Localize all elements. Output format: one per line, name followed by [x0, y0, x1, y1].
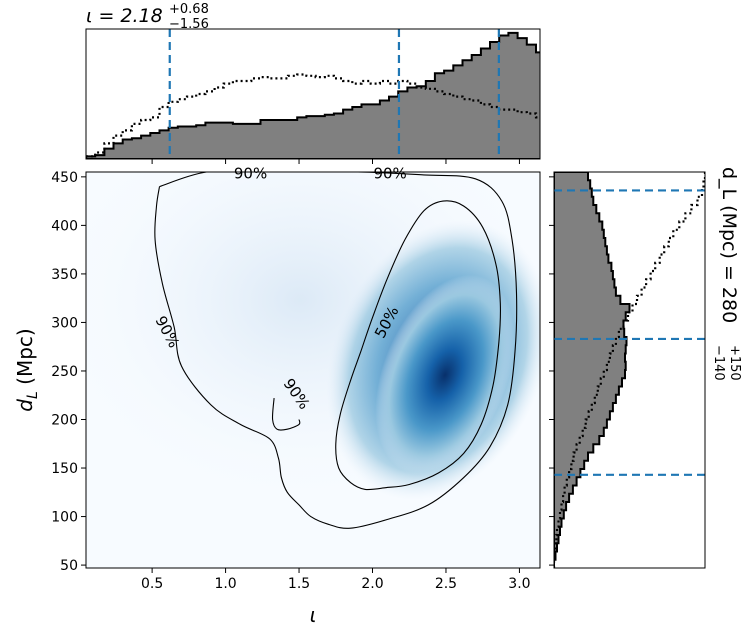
- x-tick-label: 0.5: [141, 576, 163, 592]
- y-tick-label: 400: [51, 218, 78, 234]
- prior-histogram: [86, 73, 540, 158]
- prior-histogram: [554, 172, 705, 568]
- y-tick-label: 100: [51, 510, 78, 526]
- x-tick-label: 3.0: [508, 576, 530, 592]
- y-tick-label: 150: [51, 461, 78, 477]
- x-tick-label: 1.0: [214, 576, 236, 592]
- contour-90pct-2: [271, 398, 301, 431]
- joint-y-axis: 50 100 150 200 250 300 350 400 450: [51, 170, 86, 574]
- right-title-upper: +150: [727, 345, 742, 381]
- joint-frame: [85, 171, 541, 569]
- top-marginal-panel: ι = 2.18 +0.68 −1.56: [85, 2, 541, 164]
- x-tick-label: 2.5: [435, 576, 457, 592]
- y-axis-label: dL (Mpc): [13, 328, 41, 411]
- x-tick-label: 1.5: [288, 576, 310, 592]
- posterior-histogram: [554, 172, 631, 568]
- right-histogram: [554, 172, 705, 568]
- top-x-ticks: [151, 159, 520, 164]
- contour-label: 90%: [234, 164, 267, 182]
- right-title: d_L (Mpc) = 280 +150 −140: [711, 167, 742, 381]
- density-blob-core: [375, 274, 515, 476]
- right-title-lower: −140: [711, 345, 726, 381]
- y-tick-label: 50: [60, 558, 78, 574]
- joint-x-axis: 0.5 1.0 1.5 2.0 2.5 3.0: [141, 568, 531, 592]
- x-tick-label: 2.0: [361, 576, 383, 592]
- contour-label: 90%: [373, 164, 406, 182]
- top-title-upper: +0.68: [169, 2, 209, 17]
- y-tick-label: 200: [51, 413, 78, 429]
- top-title: ι = 2.18: [86, 5, 163, 27]
- svg-text:d_L (Mpc) = 280: d_L (Mpc) = 280: [718, 167, 740, 323]
- right-y-ticks: [549, 176, 554, 566]
- posterior-histogram: [86, 31, 540, 159]
- top-frame: [85, 28, 541, 160]
- contour-lines: [154, 172, 518, 529]
- top-title-lower: −1.56: [169, 17, 209, 32]
- contour-50pct-0: [335, 200, 502, 491]
- contour-90pct-1: [154, 172, 518, 529]
- x-axis-label: ι: [310, 603, 317, 627]
- y-tick-label: 350: [51, 267, 78, 283]
- top-histogram: [86, 29, 540, 159]
- right-frame: [553, 171, 706, 569]
- joint-panel: 50%90%90%90% 90% 0.5 1.0 1.5 2.0 2.5 3.0 50100…: [13, 164, 541, 627]
- right-marginal-panel: d_L (Mpc) = 280 +150 −140: [549, 167, 742, 569]
- y-tick-label: 450: [51, 170, 78, 186]
- y-tick-label: 250: [51, 364, 78, 380]
- y-tick-label: 300: [51, 315, 78, 331]
